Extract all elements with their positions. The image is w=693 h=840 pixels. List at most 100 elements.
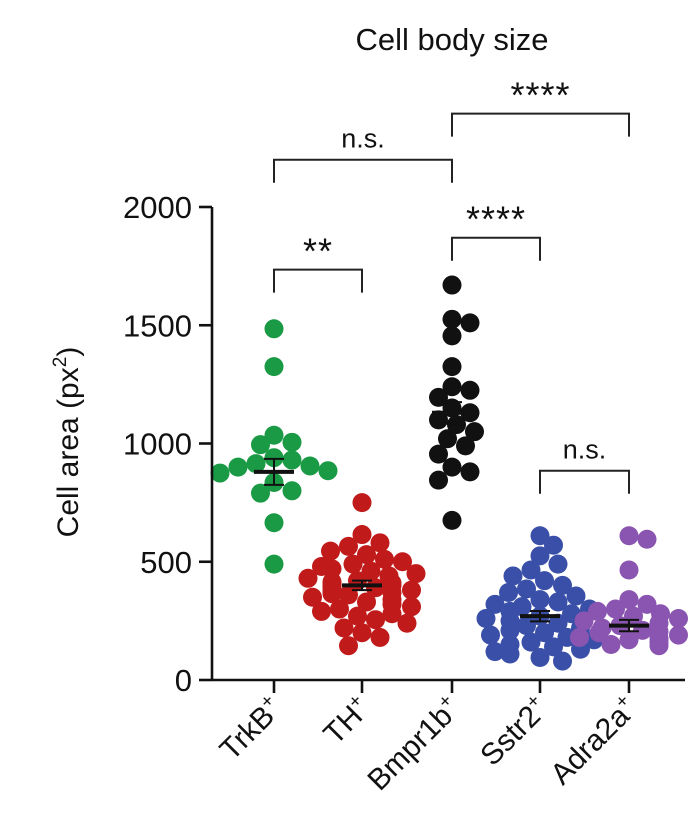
x-tick-label: TrkB+ [212,690,289,767]
data-point [485,642,505,662]
data-point [619,630,639,650]
y-axis-label-main: Cell area (px [52,367,85,537]
significance-bracket [273,158,453,183]
x-tick-label: Sstr2+ [473,690,555,772]
data-point [348,606,367,626]
data-point [476,609,496,629]
data-point [544,535,563,555]
data-point [210,463,230,483]
data-point [264,425,284,445]
data-point [442,309,462,329]
data-point [485,594,505,614]
significance-label: n.s. [563,435,607,465]
data-point [264,357,284,377]
y-tick-label: 1500 [123,308,192,343]
x-tick-label-name: Adra2a [544,699,636,791]
y-tick-label: 0 [175,663,192,698]
data-point [402,597,421,617]
data-point [429,470,448,490]
data-point [548,554,568,574]
data-point [606,599,625,619]
data-point [429,444,448,464]
data-point [298,568,318,588]
data-point [460,380,480,400]
data-point [442,457,462,477]
data-point [442,377,462,397]
y-tick-label: 2000 [123,190,192,225]
data-point [312,601,331,621]
data-point [589,623,609,643]
data-point [442,275,462,295]
data-point [282,450,302,470]
data-point [619,590,639,610]
data-point [574,611,594,631]
data-point [465,422,484,442]
data-point [517,579,536,599]
y-tick-label: 1000 [123,427,192,462]
data-point [352,493,372,513]
significance-bracket [539,469,630,494]
data-point [357,592,376,612]
data-point [500,620,520,640]
data-point [570,627,589,647]
data-point [442,357,462,377]
data-point [544,637,563,657]
x-tick-label: Adra2a+ [543,690,644,791]
significance-label: n.s. [341,124,385,154]
data-point [375,549,394,569]
data-point [402,580,421,600]
data-point [521,560,541,580]
data-point [264,554,284,574]
data-point [322,584,342,604]
significance-bracket [451,236,541,261]
data-point [300,456,320,476]
data-point [370,627,390,647]
data-point [530,590,550,610]
data-point [601,635,621,655]
significance-label: **** [466,199,526,240]
significance-bracket [273,268,363,293]
significance-label: **** [510,75,570,116]
data-point [352,623,372,643]
chart-title: Cell body size [356,22,549,57]
data-point [343,554,363,574]
data-point [530,648,550,668]
data-point [370,533,390,553]
mean-markers [254,401,649,633]
significance-brackets: n.s.**********n.s. [273,75,630,494]
data-point [619,560,639,580]
data-point [548,592,568,612]
data-point [339,536,358,556]
data-point [481,625,500,645]
data-point [264,448,284,468]
data-point [438,429,457,449]
data-point [535,571,554,591]
data-point [553,651,572,671]
x-tick-label: TH+ [316,690,377,751]
y-axis-label: Cell area (px2) [50,347,85,538]
data-point [361,561,381,581]
data-point [499,582,518,602]
axes: 0 500 1000 1500 2000 TrkB+ TH+Bmpr1b+ Sstr2+ Adr… [123,190,685,797]
data-point [330,599,349,619]
data-point [530,546,550,566]
x-tick-label-name: Bmpr1b [361,699,459,797]
data-points [210,275,688,671]
data-point [669,625,688,645]
y-axis-label-end: ) [52,347,85,357]
data-point [251,483,270,503]
y-tick-label: 500 [140,545,192,580]
data-point [637,529,657,549]
data-point [318,461,338,481]
data-point [339,636,358,656]
data-point [357,545,376,565]
data-point [535,623,554,643]
data-point [503,566,523,586]
data-point [460,462,480,482]
data-point [366,610,385,630]
data-point [282,432,302,452]
data-point [442,510,462,530]
data-point [264,319,284,339]
data-point [228,457,248,477]
